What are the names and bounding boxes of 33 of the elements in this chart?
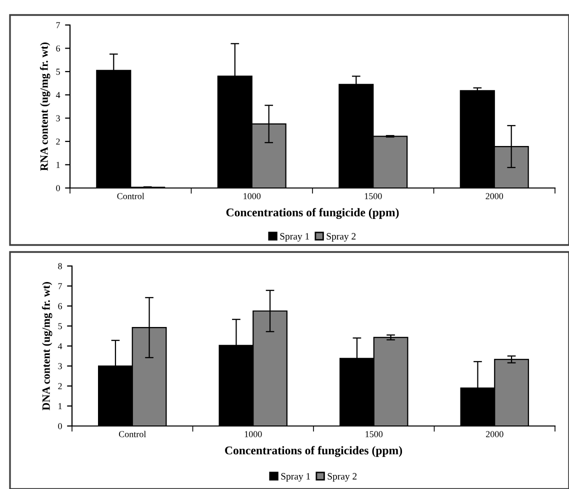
legend-label: Spray 1 (281, 473, 310, 482)
y-tick-label: 5 (58, 323, 62, 330)
y-tick-label: 2 (58, 383, 62, 390)
y-tick-label: 0 (56, 185, 60, 192)
y-tick-label: 1 (58, 403, 62, 410)
y-tick-label: 2 (56, 138, 60, 145)
x-tick-label: 2000 (486, 193, 504, 200)
y-tick-label: 6 (56, 45, 60, 52)
y-tick-label: 8 (58, 263, 62, 270)
x-tick-label: Control (117, 192, 144, 200)
y-tick-label: 3 (58, 363, 62, 370)
x-tick-label: 1500 (366, 431, 383, 438)
x-tick-label: 1500 (364, 193, 382, 200)
legend-label: Spray 1 (280, 233, 309, 242)
x-tick-label: 1000 (244, 193, 261, 200)
y-tick-label: 4 (58, 343, 62, 350)
x-tick-label: 2000 (486, 431, 504, 438)
x-axis-title: Concentrations of fungicide (ppm) (226, 208, 399, 219)
y-tick-label: 4 (56, 92, 60, 98)
y-axis-title: DNA content (ug/mg fr. wt) (42, 282, 52, 410)
y-tick-label: 7 (56, 22, 60, 28)
y-tick-label: 7 (58, 283, 62, 290)
y-tick-label: 6 (58, 303, 62, 310)
y-tick-label: 5 (56, 68, 60, 75)
x-tick-label: Control (118, 430, 146, 438)
x-axis-title: Concentrations of fungicides (ppm) (225, 446, 402, 457)
y-tick-label: 1 (56, 162, 60, 168)
legend-label: Spray 2 (328, 473, 357, 482)
y-tick-label: 3 (56, 115, 60, 122)
y-axis-title: RNA content (ug/mg fr. wt) (40, 42, 50, 171)
y-tick-label: 0 (58, 423, 62, 430)
x-tick-label: 1000 (244, 431, 262, 438)
legend-label: Spray 2 (326, 233, 356, 242)
